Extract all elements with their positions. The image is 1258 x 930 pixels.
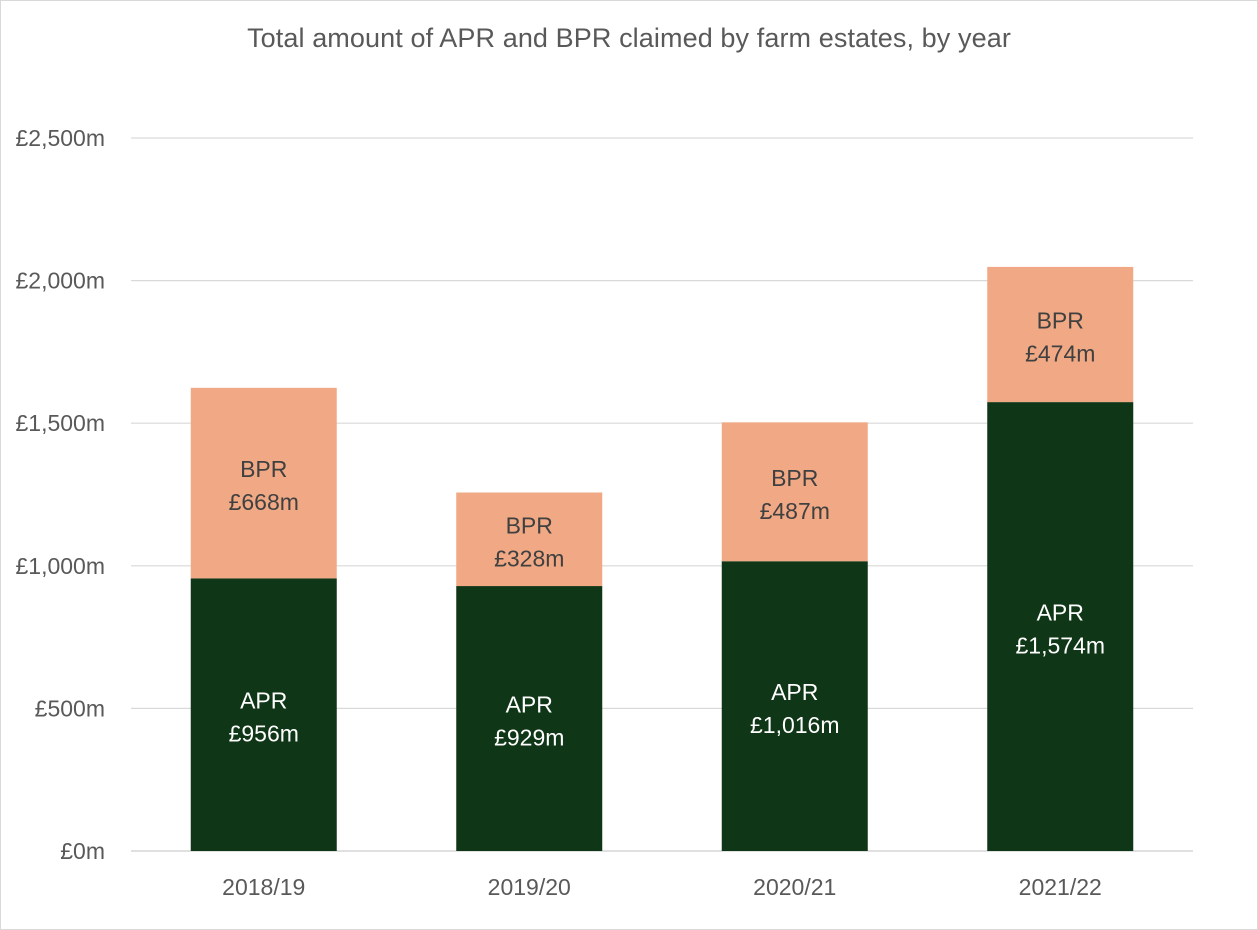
bar-label-series-name: APR bbox=[771, 679, 818, 705]
bar-apr-1 bbox=[456, 586, 603, 851]
bar-label-value: £1,016m bbox=[750, 712, 840, 738]
bar-apr-3 bbox=[987, 402, 1134, 851]
bar-label-value: £668m bbox=[229, 489, 299, 515]
bar-label-value: £474m bbox=[1025, 341, 1095, 367]
bar-label-series-name: BPR bbox=[771, 465, 818, 491]
bar-label-value: £487m bbox=[760, 498, 830, 524]
y-tick-label: £0m bbox=[60, 838, 105, 864]
bar-bpr-2 bbox=[721, 422, 868, 562]
bars: APR £956m BPR £668m APR £929m BPR £328m APR £1,01… bbox=[190, 266, 1134, 851]
bar-label-value: £1,574m bbox=[1015, 633, 1105, 659]
bar-label-series-name: APR bbox=[506, 692, 553, 718]
bar-label-series-name: APR bbox=[1037, 600, 1084, 626]
bar-label-series-name: APR bbox=[240, 688, 287, 714]
bar-bpr-1 bbox=[456, 492, 603, 587]
bar-label-value: £956m bbox=[229, 721, 299, 747]
y-axis-tick-labels: £0m £500m £1,000m £1,500m £2,000m £2,500m bbox=[15, 125, 105, 864]
y-tick-label: £1,500m bbox=[15, 410, 105, 436]
bar-apr-0 bbox=[190, 578, 337, 851]
bar-label-series-name: BPR bbox=[1037, 308, 1084, 334]
y-tick-label: £2,000m bbox=[15, 268, 105, 294]
bar-bpr-3 bbox=[987, 266, 1134, 403]
x-tick-label: 2020/21 bbox=[753, 874, 836, 900]
x-tick-label: 2018/19 bbox=[222, 874, 305, 900]
bar-bpr-0 bbox=[190, 387, 337, 579]
y-tick-label: £2,500m bbox=[15, 125, 105, 151]
bar-label-value: £328m bbox=[494, 545, 564, 571]
bar-label-series-name: BPR bbox=[506, 512, 553, 538]
bar-apr-2 bbox=[721, 561, 868, 851]
y-tick-label: £500m bbox=[35, 695, 105, 721]
x-tick-label: 2019/20 bbox=[488, 874, 571, 900]
bar-label-series-name: BPR bbox=[240, 456, 287, 482]
chart-title: Total amount of APR and BPR claimed by f… bbox=[247, 23, 1011, 53]
y-tick-label: £1,000m bbox=[15, 553, 105, 579]
bar-label-value: £929m bbox=[494, 725, 564, 751]
x-tick-label: 2021/22 bbox=[1019, 874, 1102, 900]
x-axis-tick-labels: 2018/19 2019/20 2020/21 2021/22 bbox=[222, 874, 1102, 900]
